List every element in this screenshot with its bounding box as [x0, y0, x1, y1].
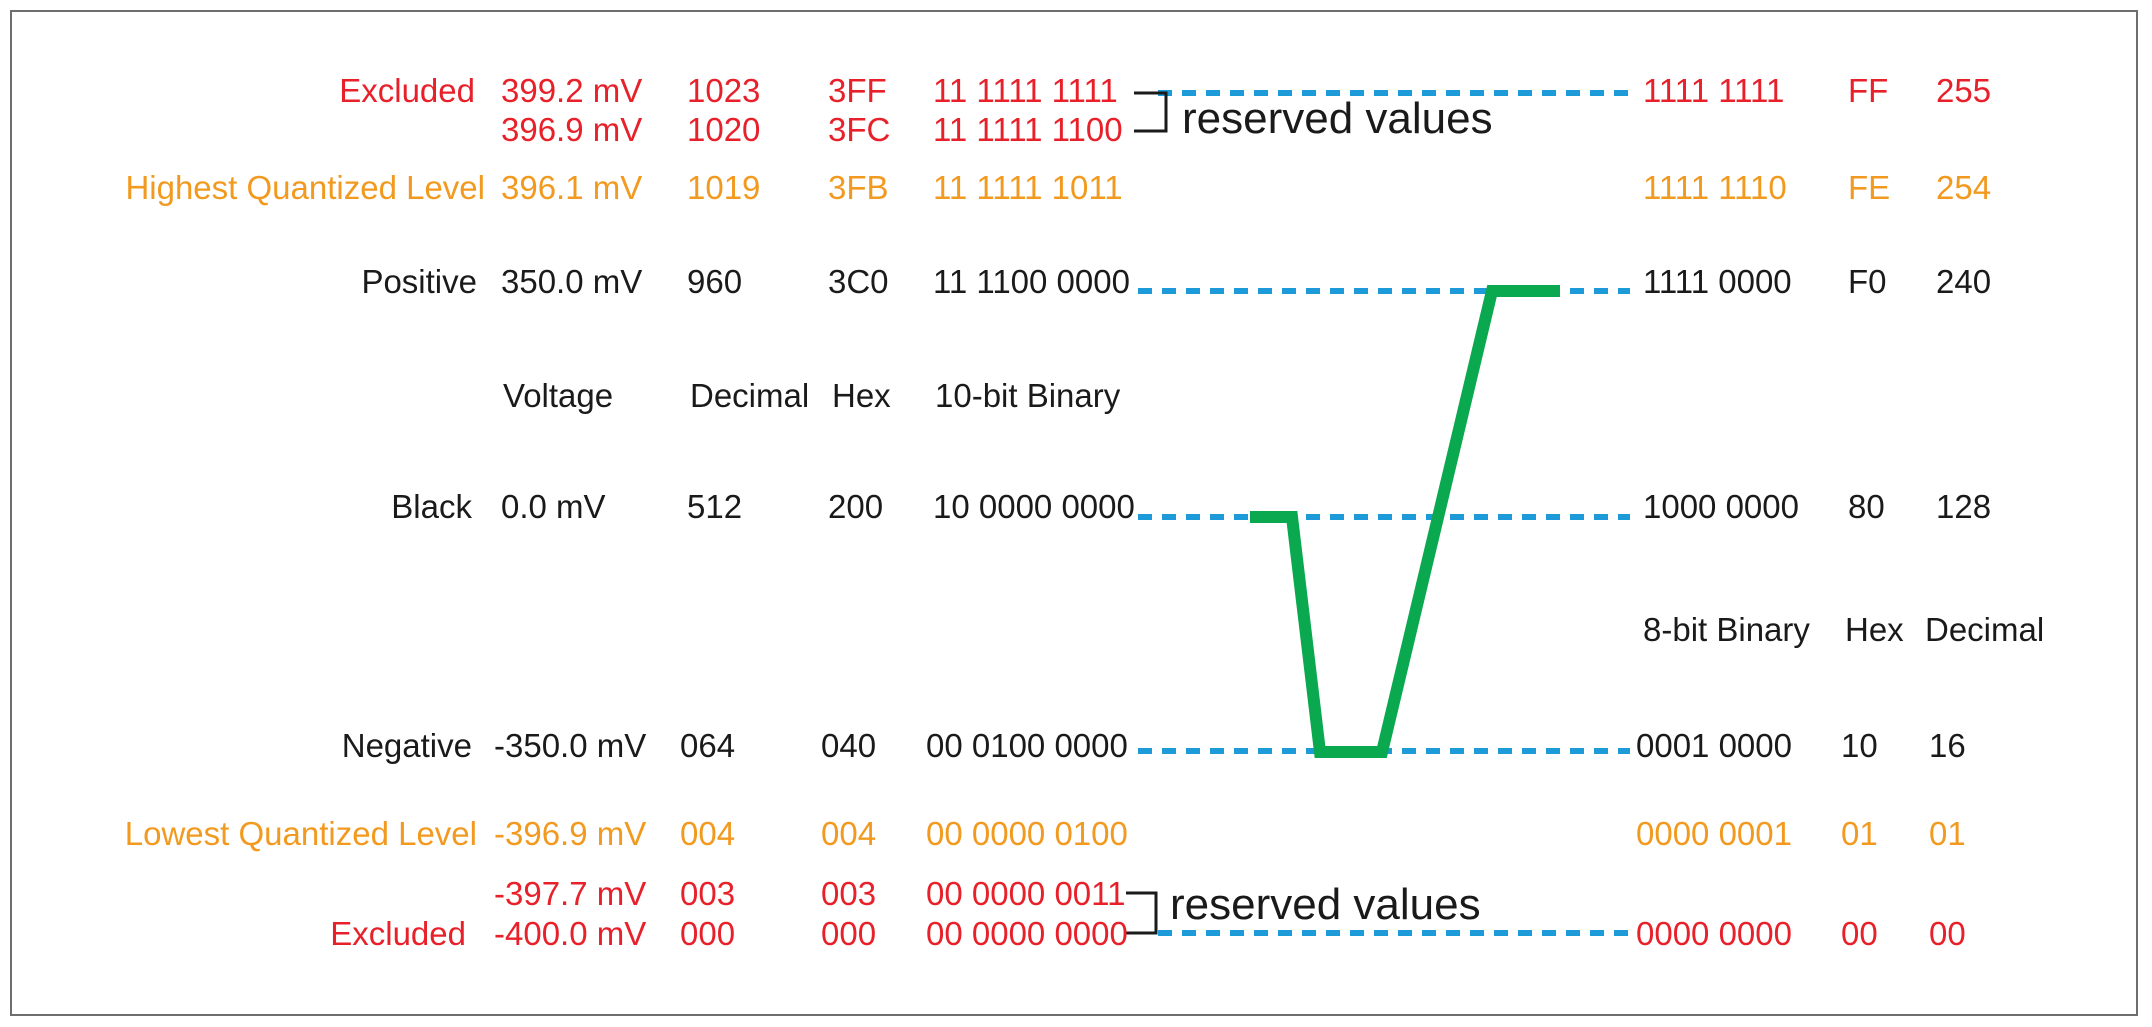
row-binary8: 1111 0000 — [1643, 263, 1792, 300]
row-binary8: 0000 0000 — [1636, 915, 1792, 952]
reference-lines — [1138, 90, 1630, 936]
diagram-frame — [10, 10, 2138, 1016]
row-hex8: FE — [1848, 169, 1890, 206]
row-binary10: 00 0000 0011 — [926, 875, 1125, 912]
row-decimal: 1020 — [687, 111, 760, 148]
row-hex: 3FC — [828, 111, 890, 148]
header-8bit-binary: 8-bit Binary — [1643, 611, 1810, 648]
header-8bit-decimal: Decimal — [1925, 611, 2044, 648]
table-row-512: Black 0.0 mV 512 200 10 0000 0000 1000 0… — [391, 488, 1991, 525]
row-decimal: 960 — [687, 263, 742, 300]
reserved-bracket-bottom — [1126, 891, 1158, 935]
row-label: Black — [391, 488, 472, 525]
header-voltage: Voltage — [503, 377, 613, 414]
row-decimal: 064 — [680, 727, 735, 764]
row-dec8: 254 — [1936, 169, 1991, 206]
row-binary10: 11 1111 1100 — [933, 111, 1123, 148]
row-binary10: 00 0000 0000 — [926, 915, 1128, 952]
row-dec8: 128 — [1936, 488, 1991, 525]
row-binary10: 11 1111 1011 — [933, 169, 1123, 206]
row-voltage: 396.1 mV — [501, 169, 642, 206]
table-row-004: Lowest Quantized Level -396.9 mV 004 004… — [125, 815, 1966, 852]
header-decimal: Decimal — [690, 377, 809, 414]
row-decimal: 512 — [687, 488, 742, 525]
header-10bit-binary: 10-bit Binary — [935, 377, 1121, 414]
row-label: Excluded — [330, 915, 466, 952]
row-label: Negative — [342, 727, 472, 764]
table-row-1020: 396.9 mV 1020 3FC 11 1111 1100 — [501, 111, 1123, 148]
row-voltage: -396.9 mV — [494, 815, 646, 852]
row-hex8: 10 — [1841, 727, 1878, 764]
table-row-960: Positive 350.0 mV 960 3C0 11 1100 0000 1… — [361, 263, 1991, 300]
row-voltage: 399.2 mV — [501, 72, 642, 109]
row-label: Excluded — [339, 72, 475, 109]
waveform-trace — [1250, 285, 1560, 758]
table-row-1019: Highest Quantized Level 396.1 mV 1019 3F… — [125, 169, 1991, 206]
row-decimal: 1023 — [687, 72, 760, 109]
row-label: Lowest Quantized Level — [125, 815, 477, 852]
headers-10bit: Voltage Decimal Hex 10-bit Binary — [503, 377, 1121, 414]
row-voltage: 0.0 mV — [501, 488, 606, 525]
table-row-1023: Excluded 399.2 mV 1023 3FF 11 1111 1111 … — [339, 72, 1991, 109]
reserved-values-bottom-label: reserved values — [1170, 880, 1481, 929]
row-binary8: 0000 0001 — [1636, 815, 1792, 852]
row-hex: 040 — [821, 727, 876, 764]
table-row-000: Excluded -400.0 mV 000 000 00 00 00 0000 … — [330, 915, 1965, 952]
row-voltage: 350.0 mV — [501, 263, 642, 300]
row-binary10: 00 0100 0000 — [926, 727, 1128, 764]
row-hex: 3FF — [828, 72, 887, 109]
headers-8bit: 8-bit Binary Hex Decimal — [1643, 611, 2044, 648]
table-row-064: Negative -350.0 mV 064 040 00 0100 0000 … — [342, 727, 1966, 764]
row-hex: 004 — [821, 815, 876, 852]
header-8bit-hex: Hex — [1845, 611, 1904, 648]
row-hex: 3C0 — [828, 263, 889, 300]
row-binary10: 00 0000 0100 — [926, 815, 1128, 852]
row-decimal: 003 — [680, 875, 735, 912]
row-voltage: -350.0 mV — [494, 727, 646, 764]
row-decimal: 000 — [680, 915, 735, 952]
row-dec8: 16 — [1929, 727, 1966, 764]
row-binary10: 11 1100 0000 — [933, 263, 1130, 300]
row-label: Highest Quantized Level — [125, 169, 485, 206]
row-binary8: 1111 1110 — [1643, 169, 1787, 206]
row-hex8: 01 — [1841, 815, 1878, 852]
row-hex: 3FB — [828, 169, 889, 206]
row-dec8: 01 — [1929, 815, 1966, 852]
row-dec8: 240 — [1936, 263, 1991, 300]
reserved-values-top-label: reserved values — [1182, 94, 1493, 143]
row-hex8: 80 — [1848, 488, 1885, 525]
row-decimal: 004 — [680, 815, 735, 852]
row-binary10: 10 0000 0000 — [933, 488, 1135, 525]
row-hex: 200 — [828, 488, 883, 525]
row-label: Positive — [361, 263, 477, 300]
row-binary8: 1111 1111 — [1643, 72, 1784, 109]
row-binary8: 0001 0000 — [1636, 727, 1792, 764]
row-voltage: 396.9 mV — [501, 111, 642, 148]
header-hex: Hex — [832, 377, 891, 414]
row-voltage: -397.7 mV — [494, 875, 646, 912]
row-hex: 000 — [821, 915, 876, 952]
row-hex8: F0 — [1848, 263, 1887, 300]
row-decimal: 1019 — [687, 169, 760, 206]
row-hex8: 00 — [1841, 915, 1878, 952]
table-row-003: -397.7 mV 003 003 00 0000 0011 — [494, 875, 1125, 912]
row-voltage: -400.0 mV — [494, 915, 646, 952]
row-hex8: FF — [1848, 72, 1888, 109]
reserved-bracket-top — [1134, 91, 1168, 133]
row-binary10: 11 1111 1111 — [933, 72, 1118, 109]
row-dec8: 255 — [1936, 72, 1991, 109]
row-dec8: 00 — [1929, 915, 1966, 952]
row-binary8: 1000 0000 — [1643, 488, 1799, 525]
row-hex: 003 — [821, 875, 876, 912]
